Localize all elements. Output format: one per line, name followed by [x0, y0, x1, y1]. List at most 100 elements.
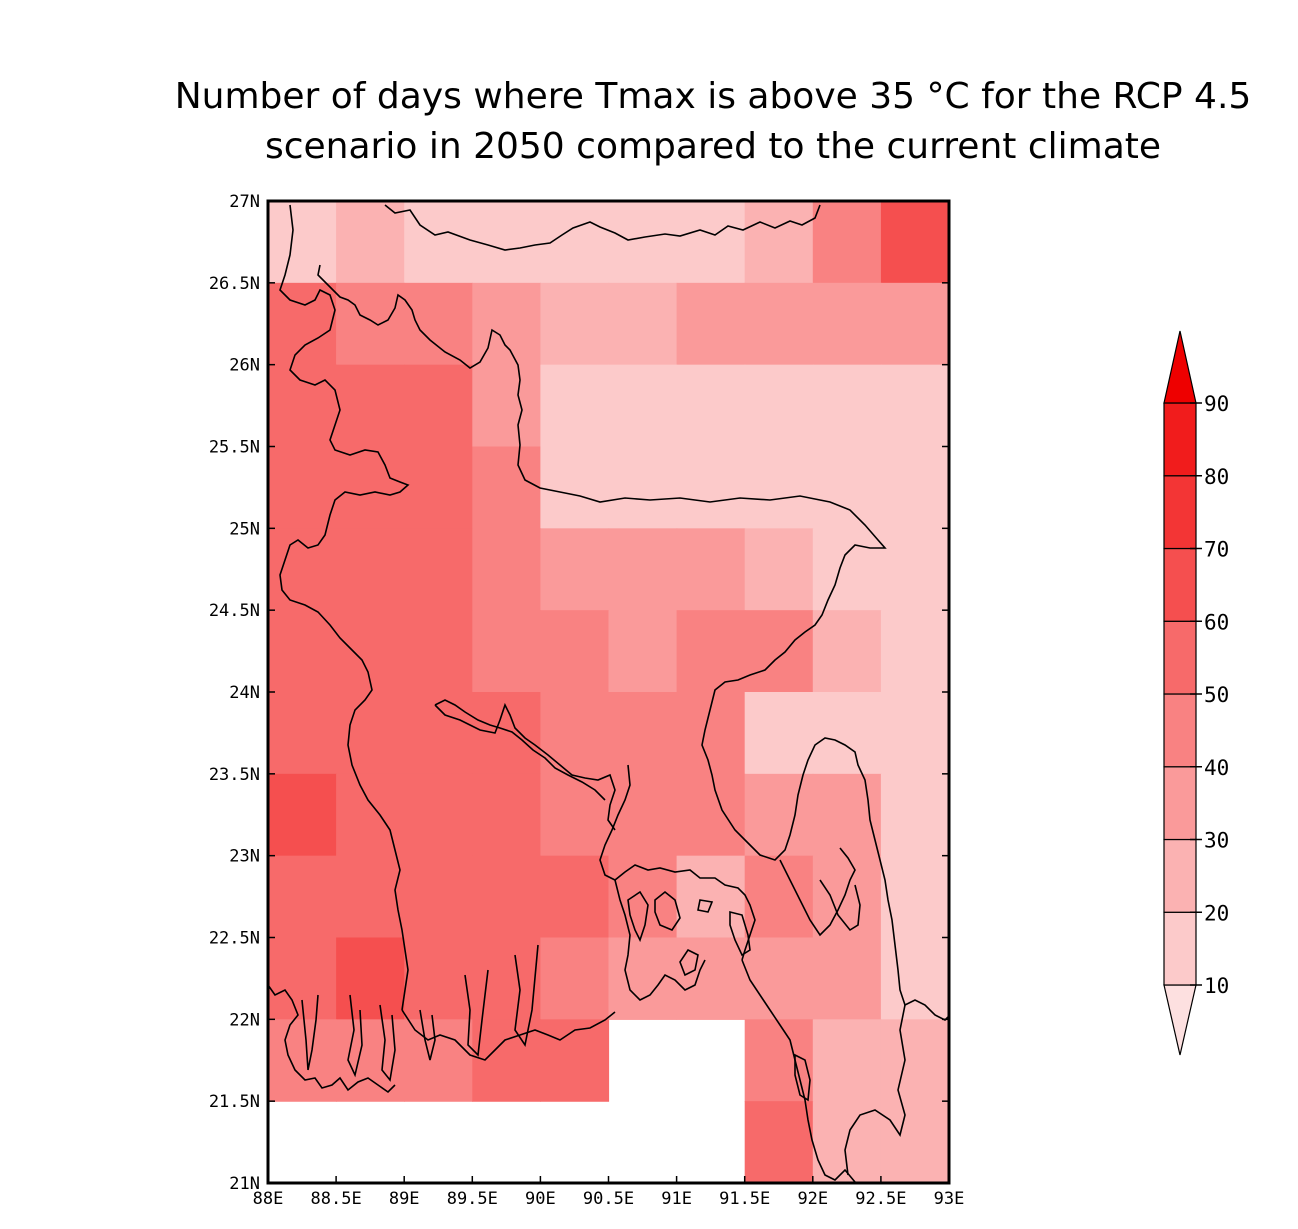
title-line-1: Number of days where Tmax is above 35 °C… [174, 76, 1252, 117]
heatmap-cell [812, 1019, 882, 1102]
heatmap-cell [268, 610, 337, 693]
heatmap-cell [336, 446, 405, 529]
heatmap-cell [880, 282, 950, 366]
y-tick-label: 25.5N [209, 438, 260, 458]
heatmap-cell [744, 528, 814, 611]
x-tick-label: 90.5E [583, 1189, 634, 1209]
heatmap-cell [676, 364, 746, 448]
y-tick-label: 22.5N [209, 929, 260, 949]
colorbar-label: 60 [1204, 610, 1229, 634]
heatmap-cell [744, 692, 814, 775]
padma-river [434, 702, 616, 831]
x-tick-label: 89E [389, 1189, 420, 1209]
heatmap-cell [540, 282, 610, 366]
y-tick-label: 26N [229, 356, 260, 376]
meghna-channel [599, 764, 756, 961]
colorbar-max-triangle [1163, 330, 1197, 404]
y-tick-label: 21.5N [209, 1092, 260, 1112]
heatmap-cell [404, 282, 473, 366]
y-tick-label: 24.5N [209, 601, 260, 621]
colorbar-segment [1163, 766, 1197, 841]
heatmap-cell [472, 1019, 541, 1102]
x-tick-label: 91.5E [719, 1189, 770, 1209]
y-tick-label: 27N [229, 192, 260, 212]
heatmap-cell [540, 528, 610, 611]
heatmap-cell [472, 855, 541, 939]
heatmap-cell [880, 937, 950, 1020]
heatmap-cell [812, 937, 882, 1020]
colorbar-segment [1163, 838, 1197, 913]
maheshkhali-island [794, 1053, 811, 1102]
colorbar-segment [1163, 693, 1197, 768]
heatmap-cell [268, 773, 337, 857]
chart-title: Number of days where Tmax is above 35 °C… [160, 72, 1266, 172]
coastline-borders [267, 204, 951, 1183]
heatmap-cell [268, 364, 337, 448]
heatmap-cell [540, 364, 610, 448]
heatmap-cell [540, 446, 610, 529]
heatmap-cell [472, 201, 541, 284]
heatmap-cell [676, 282, 746, 366]
heatmap-cell [404, 855, 473, 939]
colorbar-segment [1163, 475, 1197, 550]
heatmap-cell [472, 282, 541, 366]
heatmap-cell [608, 364, 678, 448]
y-tick-label: 25N [229, 519, 260, 539]
heatmap-cell [676, 446, 746, 529]
y-tick-label: 21N [229, 1174, 260, 1194]
heatmap-cell [608, 610, 678, 693]
heatmap-cell [472, 937, 541, 1020]
heatmap-cell [472, 610, 541, 693]
small-island [697, 899, 714, 913]
colorbar-segment [1163, 620, 1197, 695]
heatmap-cell [812, 855, 882, 939]
title-line-2: scenario in 2050 compared to the current… [264, 126, 1162, 167]
heatmap-cell [268, 282, 337, 366]
heatmap-cell [676, 937, 746, 1020]
heatmap-cell [744, 1101, 814, 1184]
y-tick-label: 26.5N [209, 274, 260, 294]
heatmap-cell [336, 282, 405, 366]
heatmap-cell [608, 528, 678, 611]
heatmap-cell [880, 610, 950, 693]
heatmap-cell [812, 446, 882, 529]
x-tick-label: 88E [253, 1189, 284, 1209]
x-tick-label: 92E [797, 1189, 828, 1209]
heatmap-cell [608, 446, 678, 529]
colorbar-min-triangle [1163, 984, 1197, 1056]
heatmap-cell [880, 528, 950, 611]
colorbar-label: 80 [1204, 465, 1229, 489]
west-border [279, 204, 410, 1011]
heatmap-cell [540, 1019, 610, 1102]
heatmap-cell [676, 528, 746, 611]
heatmap-cell [404, 1019, 473, 1102]
heatmap-cell [268, 528, 337, 611]
heatmap-cell [268, 1019, 337, 1102]
heatmap-cell [880, 201, 950, 284]
delta-creek-3 [379, 1004, 396, 1082]
heatmap-cell [472, 364, 541, 448]
meghna-islands-coast [614, 879, 706, 1001]
heatmap-cells [268, 201, 950, 1184]
y-tick-label: 23.5N [209, 765, 260, 785]
east-channel [819, 879, 861, 932]
heatmap-cell [608, 692, 678, 775]
heatmap-cell [744, 937, 814, 1020]
colorbar-label: 30 [1204, 829, 1229, 853]
colorbar-segment [1163, 911, 1197, 986]
delta-creek-4 [419, 1009, 436, 1061]
heatmap-cell [812, 692, 882, 775]
colorbar-label: 90 [1204, 392, 1229, 416]
heatmap-cell [812, 364, 882, 448]
heatmap-cell [336, 855, 405, 939]
heatmap-cell [880, 692, 950, 775]
heatmap-cell [472, 446, 541, 529]
heatmap-cell [540, 692, 610, 775]
heatmap-cell [404, 528, 473, 611]
heatmap-cell [880, 855, 950, 939]
myanmar-border [844, 1004, 906, 1176]
heatmap-cell [472, 692, 541, 775]
delta-coast [401, 1009, 616, 1061]
hatiya-island [654, 890, 681, 931]
